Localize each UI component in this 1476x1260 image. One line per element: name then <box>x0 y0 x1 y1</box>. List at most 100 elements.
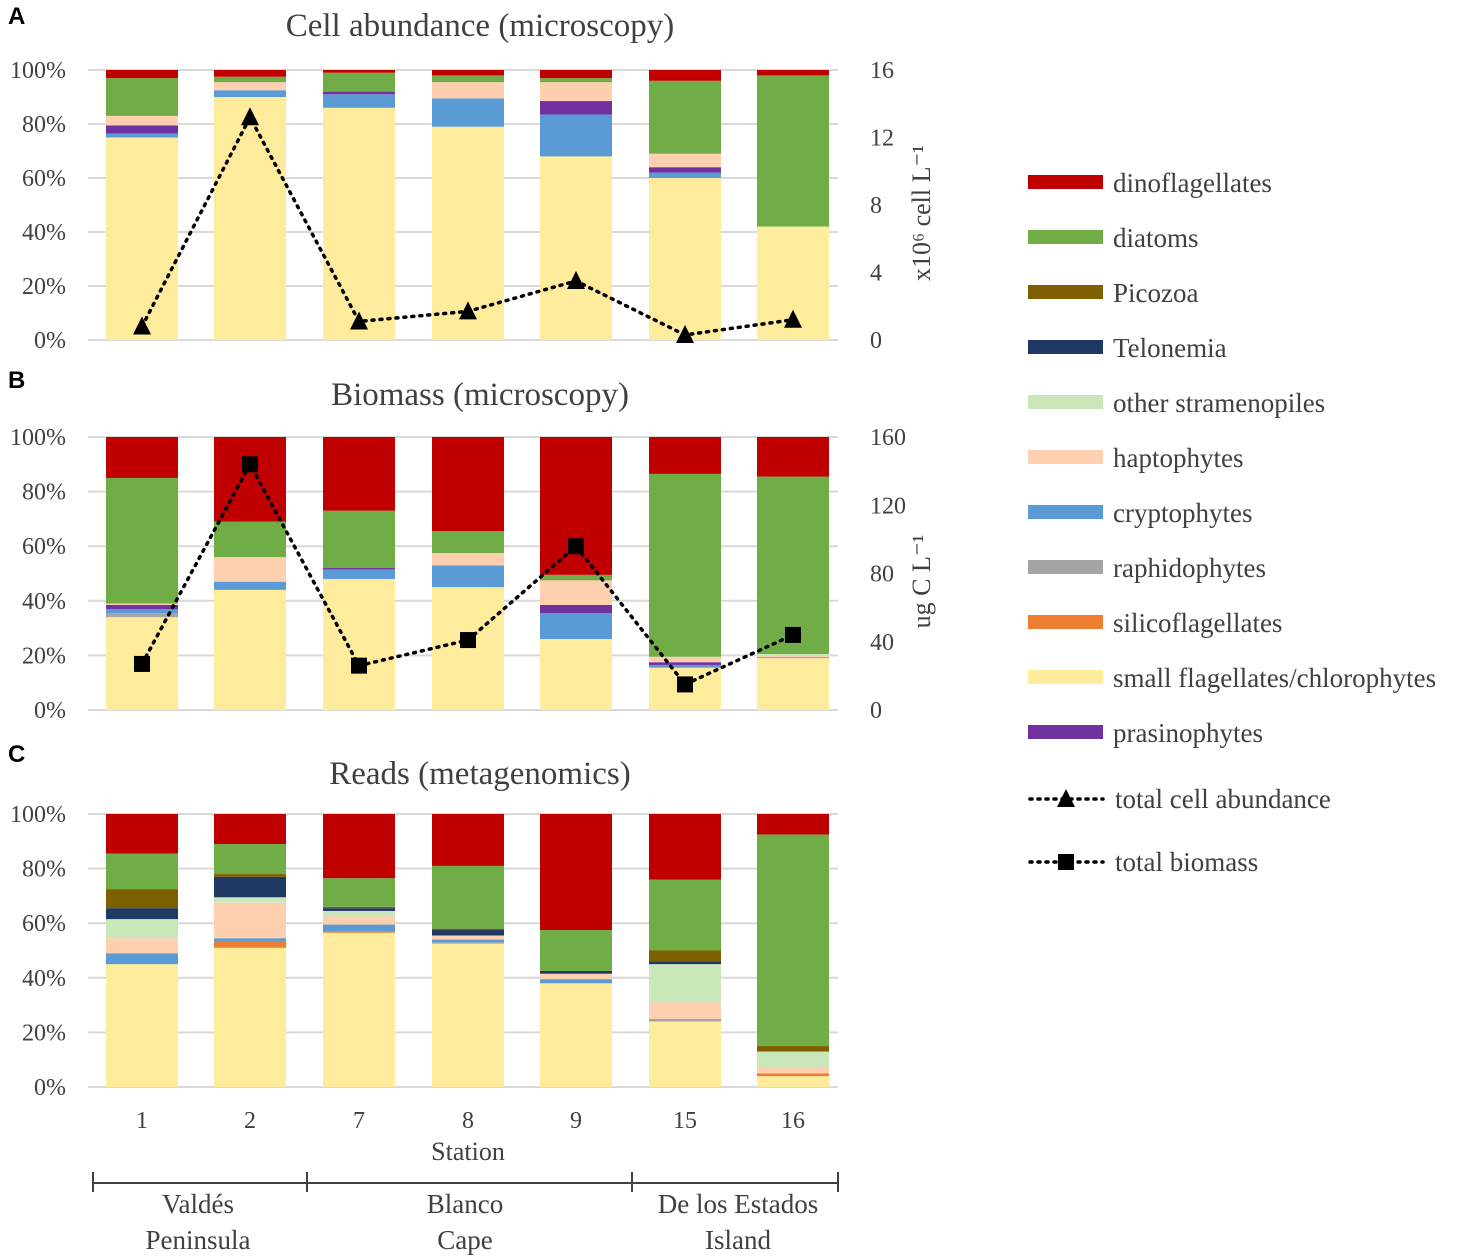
panel-letter: B <box>8 367 25 394</box>
x-tick-label: 1 <box>136 1108 148 1134</box>
bar-segment-raphido-station-8 <box>432 942 504 944</box>
group-label: Island <box>705 1225 771 1255</box>
y-tick-label: 20% <box>22 1020 66 1046</box>
panel-letter: A <box>8 3 25 30</box>
bar-segment-diatoms-station-8 <box>432 865 504 929</box>
bar-segment-hapto-station-2 <box>214 82 286 91</box>
bar-segment-hapto-station-15 <box>649 1002 721 1019</box>
bar-segment-dino-station-7 <box>323 814 395 879</box>
bar-segment-dino-station-2 <box>214 814 286 845</box>
y-tick-label: 60% <box>22 534 66 560</box>
y-tick-label: 60% <box>22 166 66 192</box>
group-label: De los Estados <box>658 1189 818 1219</box>
bar-segment-dino-station-15 <box>649 70 721 81</box>
bar-segment-diatoms-station-16 <box>757 75 829 227</box>
bar-segment-crypto-station-2 <box>214 581 286 590</box>
bar-segment-dino-station-1 <box>106 70 178 79</box>
bar-segment-other-station-2 <box>214 897 286 903</box>
bar-segment-telonemia-station-2 <box>214 876 286 898</box>
bar-segment-hapto-station-9 <box>540 580 612 605</box>
x-tick-label: 15 <box>673 1108 697 1134</box>
bar-segment-telonemia-station-15 <box>649 961 721 965</box>
bar-segment-diatoms-station-16 <box>757 476 829 655</box>
bar-segment-diatoms-station-2 <box>214 521 286 558</box>
bar-segment-crypto-station-9 <box>540 979 612 984</box>
y2-tick-label: 120 <box>870 493 906 519</box>
bar-segment-crypto-station-9 <box>540 613 612 640</box>
y-tick-label: 40% <box>22 589 66 615</box>
bar-segment-prasino-station-1 <box>106 125 178 134</box>
bar-segment-prasino-station-9 <box>540 101 612 115</box>
bar-segment-small-station-15 <box>649 178 721 340</box>
bar-segment-raphido-station-1 <box>106 613 178 618</box>
triangle-marker-station-15 <box>676 324 694 343</box>
bar-segment-small-station-2 <box>214 947 286 1087</box>
y2-tick-label: 8 <box>870 193 882 219</box>
x-tick-label: 16 <box>781 1108 805 1134</box>
bar-segment-hapto-station-15 <box>649 656 721 663</box>
bar-segment-hapto-station-1 <box>106 938 178 954</box>
bar-segment-telonemia-station-8 <box>432 930 504 936</box>
y2-tick-label: 12 <box>870 126 894 152</box>
square-marker-station-7 <box>351 657 367 674</box>
bar-segment-dino-station-7 <box>323 70 395 73</box>
bar-segment-dino-station-7 <box>323 437 395 511</box>
bar-segment-small-station-1 <box>106 964 178 1087</box>
bar-segment-crypto-station-2 <box>214 938 286 941</box>
bar-segment-prasino-station-15 <box>649 662 721 665</box>
bar-segment-crypto-station-7 <box>323 94 395 108</box>
legend-swatch-small <box>1028 670 1103 684</box>
y2-tick-label: 0 <box>870 698 882 724</box>
legend-label: cryptophytes <box>1113 498 1252 528</box>
bar-segment-silico-station-16 <box>757 1073 829 1077</box>
bar-segment-crypto-station-8 <box>432 939 504 943</box>
bar-segment-picozoa-station-8 <box>432 928 504 931</box>
y-tick-label: 0% <box>34 1075 66 1101</box>
bar-segment-prasino-station-1 <box>106 604 178 609</box>
y-tick-label: 40% <box>22 220 66 246</box>
bar-segment-dino-station-8 <box>432 437 504 532</box>
bar-segment-hapto-station-1 <box>106 603 178 605</box>
bar-segment-small-station-16 <box>757 1076 829 1087</box>
bar-segment-prasino-station-9 <box>540 604 612 614</box>
bar-segment-other-station-7 <box>323 910 395 917</box>
bar-segment-raphido-station-16 <box>757 656 829 659</box>
y-tick-label: 100% <box>10 58 66 84</box>
x-tick-label: 9 <box>570 1108 582 1134</box>
legend-label: Picozoa <box>1113 278 1198 308</box>
legend-label: silicoflagellates <box>1113 608 1282 638</box>
bar-segment-picozoa-station-7 <box>323 906 395 909</box>
y-tick-label: 0% <box>34 698 66 724</box>
bar-segment-crypto-station-2 <box>214 90 286 97</box>
group-label: Blanco <box>427 1189 503 1219</box>
y2-axis-label: ug C L⁻¹ <box>907 535 936 629</box>
bar-segment-crypto-station-8 <box>432 98 504 127</box>
y2-tick-label: 4 <box>870 261 882 287</box>
bar-segment-diatoms-station-9 <box>540 78 612 83</box>
bar-segment-diatoms-station-16 <box>757 834 829 1047</box>
bar-segment-small-station-1 <box>106 137 178 340</box>
bar-segment-picozoa-station-1 <box>106 889 178 909</box>
bar-segment-diatoms-station-1 <box>106 477 178 604</box>
bar-segment-dino-station-8 <box>432 814 504 866</box>
legend-label: raphidophytes <box>1113 553 1266 583</box>
legend-label: other stramenopiles <box>1113 388 1325 418</box>
y-tick-label: 20% <box>22 643 66 669</box>
bar-segment-other-station-1 <box>106 919 178 939</box>
bar-segment-hapto-station-2 <box>214 902 286 939</box>
bar-segment-picozoa-station-15 <box>649 950 721 962</box>
legend-label: total cell abundance <box>1115 784 1331 814</box>
bar-segment-crypto-station-8 <box>432 565 504 588</box>
triangle-marker-station-16 <box>784 309 802 328</box>
bar-segment-prasino-station-7 <box>323 91 395 95</box>
bar-segment-dino-station-1 <box>106 814 178 854</box>
bar-segment-hapto-station-9 <box>540 82 612 102</box>
bar-segment-crypto-station-15 <box>649 172 721 178</box>
bar-segment-hapto-station-16 <box>757 655 829 657</box>
triangle-marker-station-1 <box>133 316 151 335</box>
panel-title: Reads (metagenomics) <box>329 756 630 792</box>
bar-segment-diatoms-station-1 <box>106 78 178 116</box>
bar-segment-small-station-7 <box>323 107 395 340</box>
bar-segment-diatoms-station-2 <box>214 844 286 875</box>
